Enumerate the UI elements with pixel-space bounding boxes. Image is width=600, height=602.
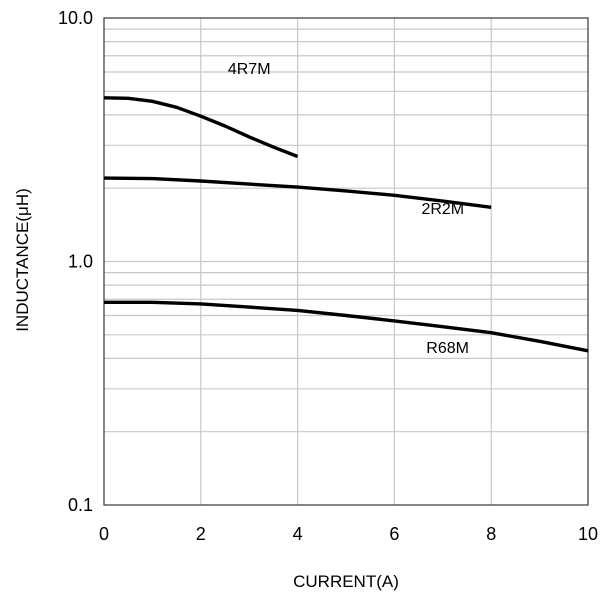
x-tick-label: 4 xyxy=(293,524,303,544)
series-line-4r7m xyxy=(103,96,299,159)
x-tick-label: 0 xyxy=(99,524,109,544)
x-tick-label: 8 xyxy=(486,524,496,544)
y-tick-label: 10.0 xyxy=(58,8,93,28)
y-axis-label: INDUCTANCE(μH) xyxy=(13,188,32,332)
plot-frame xyxy=(103,17,589,506)
series-line-2r2m xyxy=(103,176,492,209)
series-label-4r7m: 4R7M xyxy=(228,61,271,78)
series-line-r68m xyxy=(104,300,589,353)
y-tick-labels: 0.1 1.0 10.0 xyxy=(58,8,93,515)
x-tick-label: 6 xyxy=(389,524,399,544)
series-labels: 4R7M 2R2M R68M xyxy=(228,61,469,357)
x-tick-label: 10 xyxy=(578,524,598,544)
y-tick-label: 1.0 xyxy=(68,252,93,272)
x-axis-label: CURRENT(A) xyxy=(293,572,399,591)
series-lines xyxy=(103,96,589,353)
series-label-r68m: R68M xyxy=(426,340,469,357)
x-tick-label: 2 xyxy=(196,524,206,544)
grid-lines xyxy=(104,18,588,505)
y-tick-label: 0.1 xyxy=(68,495,93,515)
x-tick-labels: 0 2 4 6 8 10 xyxy=(99,524,598,544)
series-label-2r2m: 2R2M xyxy=(421,201,464,218)
